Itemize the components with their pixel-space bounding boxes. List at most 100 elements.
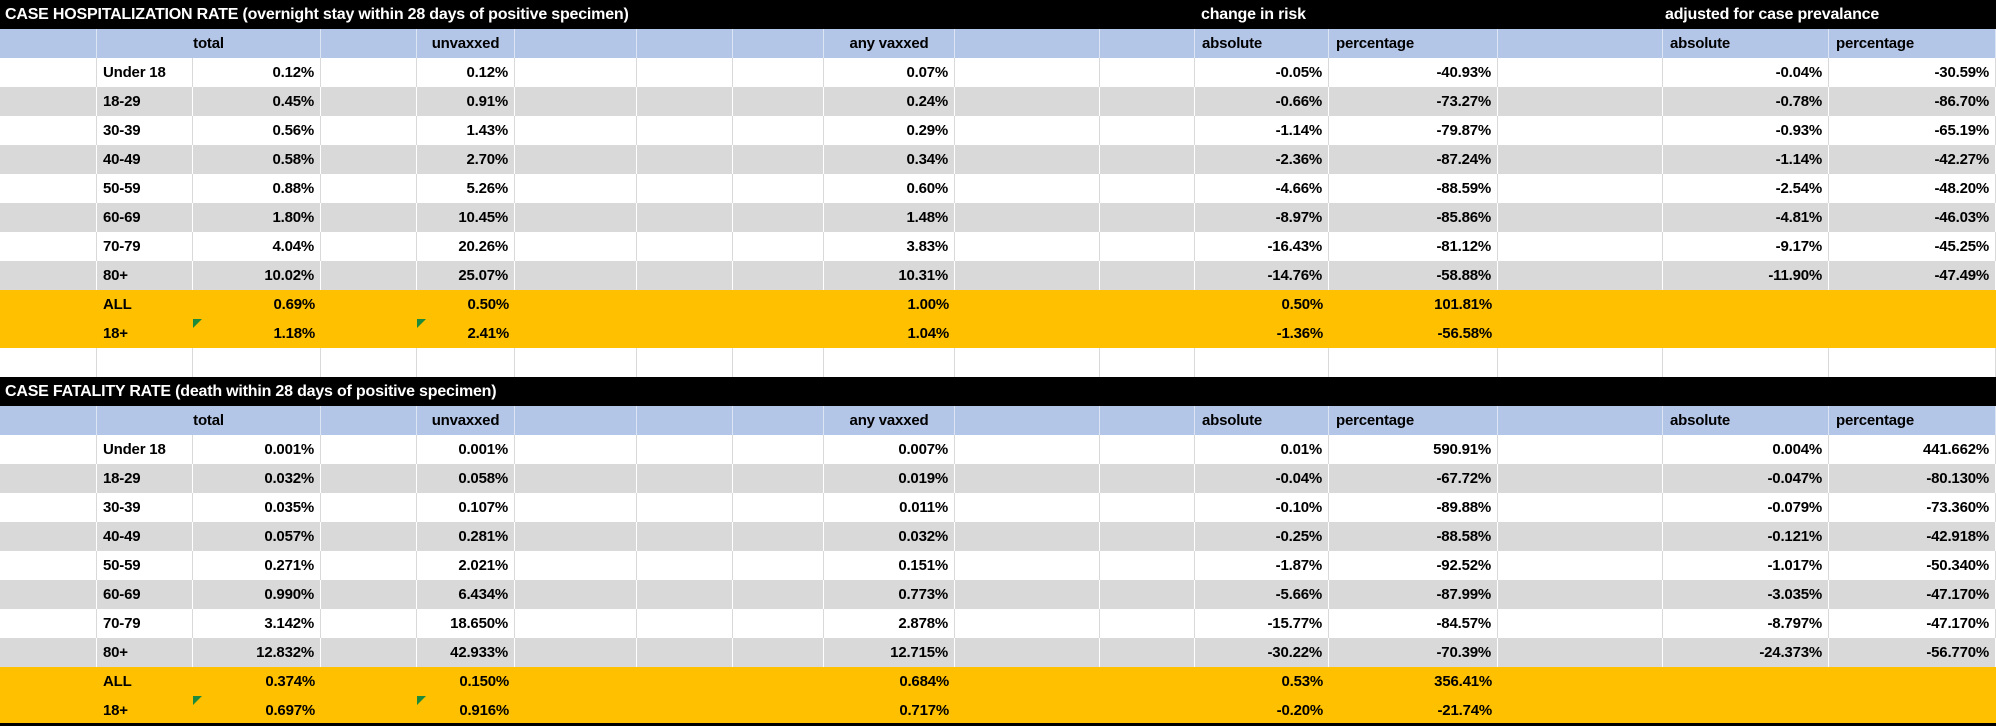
cell-total[interactable]: 0.58% [193,145,321,174]
cell-total[interactable]: 0.271% [193,551,321,580]
cell-adjusted-absolute[interactable] [1663,319,1829,348]
cell-risk-absolute[interactable]: -2.36% [1195,145,1329,174]
cell-empty[interactable] [0,667,97,696]
cell-empty[interactable] [1100,203,1195,232]
cell-empty[interactable] [417,348,515,377]
age-group-label[interactable]: 50-59 [97,174,193,203]
cell-total[interactable]: 0.12% [193,58,321,87]
cell-empty[interactable] [733,435,824,464]
cell-empty[interactable] [0,232,97,261]
cell-empty[interactable] [733,522,824,551]
cell-total[interactable]: 0.697% [193,696,321,723]
column-header-risk-percentage[interactable]: percentage [1329,406,1498,435]
cell-unvaxxed[interactable]: 0.001% [417,435,515,464]
cell-empty[interactable] [637,493,733,522]
cell-total[interactable]: 0.035% [193,493,321,522]
cell-adjusted-absolute[interactable]: -0.04% [1663,58,1829,87]
cell-empty[interactable] [515,435,637,464]
cell-empty[interactable] [1663,348,1829,377]
cell-any-vaxxed[interactable]: 0.60% [824,174,955,203]
cell-unvaxxed[interactable]: 1.43% [417,116,515,145]
cell-adjusted-percentage[interactable]: -73.360% [1829,493,1996,522]
cell-empty[interactable] [1100,696,1195,723]
cell-adjusted-absolute[interactable]: -0.121% [1663,522,1829,551]
cell-empty[interactable] [515,145,637,174]
cell-unvaxxed[interactable]: 10.45% [417,203,515,232]
cell-unvaxxed[interactable]: 0.91% [417,87,515,116]
cell-empty[interactable] [515,667,637,696]
cell-empty[interactable] [515,261,637,290]
column-header-unvaxxed[interactable]: unvaxxed [417,29,515,58]
cell-empty[interactable] [0,638,97,667]
cell-any-vaxxed[interactable]: 1.48% [824,203,955,232]
cell-empty[interactable] [1100,609,1195,638]
cell-empty[interactable] [1100,435,1195,464]
cell-empty[interactable] [321,58,417,87]
age-group-label[interactable]: 60-69 [97,580,193,609]
cell-empty[interactable] [1100,261,1195,290]
cell-empty[interactable] [0,609,97,638]
cell-empty[interactable] [515,522,637,551]
cell-empty[interactable] [1100,406,1195,435]
cell-empty[interactable] [0,522,97,551]
cell-adjusted-percentage[interactable] [1829,696,1996,723]
cell-risk-percentage[interactable]: -81.12% [1329,232,1498,261]
cell-any-vaxxed[interactable]: 0.151% [824,551,955,580]
age-group-label[interactable]: 40-49 [97,145,193,174]
cell-any-vaxxed[interactable]: 0.773% [824,580,955,609]
cell-adjusted-percentage[interactable]: -80.130% [1829,464,1996,493]
cell-unvaxxed[interactable]: 0.281% [417,522,515,551]
cell-empty[interactable] [0,696,97,723]
cell-empty[interactable] [637,580,733,609]
cell-unvaxxed[interactable]: 18.650% [417,609,515,638]
cell-total[interactable]: 4.04% [193,232,321,261]
cell-total[interactable]: 0.032% [193,464,321,493]
cell-empty[interactable] [515,580,637,609]
cell-empty[interactable] [1100,580,1195,609]
cell-empty[interactable] [1498,87,1663,116]
age-group-label[interactable]: 18+ [103,702,128,719]
cell-risk-absolute[interactable]: -1.14% [1195,116,1329,145]
cell-empty[interactable] [1498,58,1663,87]
cell-empty[interactable] [0,435,97,464]
cell-any-vaxxed[interactable]: 0.717% [899,702,949,719]
cell-empty[interactable] [637,435,733,464]
cell-empty[interactable] [955,551,1100,580]
cell-empty[interactable] [955,464,1100,493]
cell-empty[interactable] [321,145,417,174]
cell-empty[interactable] [1100,290,1195,319]
cell-risk-absolute[interactable]: -1.87% [1195,551,1329,580]
cell-empty[interactable] [321,406,417,435]
cell-empty[interactable] [321,116,417,145]
cell-empty[interactable] [1100,319,1195,348]
cell-total[interactable]: 0.45% [193,87,321,116]
cell-empty[interactable] [321,696,417,723]
cell-empty[interactable] [1498,348,1663,377]
cell-empty[interactable] [515,696,637,723]
age-group-label[interactable]: Under 18 [97,58,193,87]
cell-risk-absolute[interactable]: -0.04% [1195,464,1329,493]
cell-empty[interactable] [955,348,1100,377]
cell-adjusted-absolute[interactable]: -1.017% [1663,551,1829,580]
age-group-label[interactable]: 30-39 [97,493,193,522]
cell-empty[interactable] [1498,203,1663,232]
cell-adjusted-absolute[interactable]: -0.079% [1663,493,1829,522]
cell-empty[interactable] [1100,87,1195,116]
cell-any-vaxxed[interactable]: 0.007% [824,435,955,464]
cell-any-vaxxed[interactable]: 1.00% [907,296,949,313]
cell-empty[interactable] [1498,696,1663,723]
cell-risk-absolute[interactable]: -15.77% [1195,609,1329,638]
cell-risk-percentage[interactable]: -56.58% [1437,325,1493,342]
age-group-label[interactable]: 70-79 [97,232,193,261]
cell-empty[interactable] [955,435,1100,464]
cell-empty[interactable] [955,145,1100,174]
cell-empty[interactable] [637,87,733,116]
cell-risk-absolute[interactable]: 0.01% [1195,435,1329,464]
cell-empty[interactable] [0,493,97,522]
cell-total[interactable]: 0.990% [193,580,321,609]
cell-empty[interactable] [321,29,417,58]
cell-empty[interactable] [637,464,733,493]
cell-empty[interactable] [955,232,1100,261]
cell-unvaxxed[interactable]: 20.26% [417,232,515,261]
column-header-total[interactable]: total [97,29,321,58]
